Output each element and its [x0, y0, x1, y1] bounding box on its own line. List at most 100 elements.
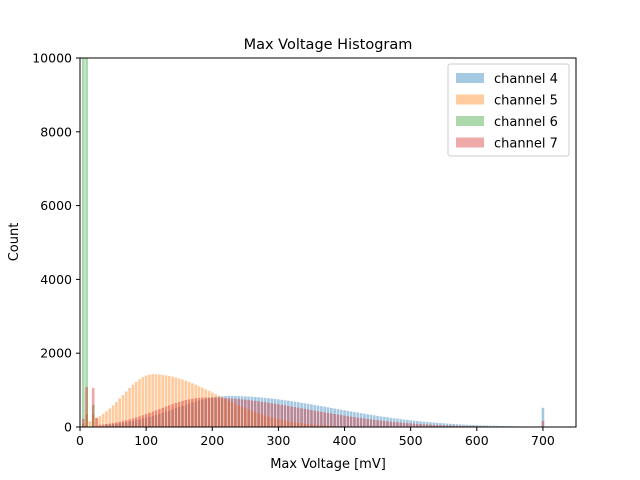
- histogram-bar: [300, 402, 303, 427]
- histogram-bar: [154, 414, 158, 427]
- histogram-bar: [455, 424, 459, 427]
- histogram-bar: [111, 424, 115, 427]
- histogram-bar: [273, 398, 277, 427]
- histogram-bar: [230, 402, 234, 427]
- histogram-bar: [240, 399, 244, 427]
- histogram-bar: [224, 396, 227, 427]
- histogram-bar: [359, 413, 363, 427]
- histogram-bar: [320, 406, 323, 427]
- legend: channel 4 channel 5 channel 6 channel 7: [447, 63, 570, 157]
- histogram-bar: [402, 419, 406, 427]
- histogram-bar: [286, 421, 290, 427]
- histogram-bar: [118, 398, 122, 427]
- histogram-bar: [402, 422, 406, 427]
- series-channel-6: [81, 58, 95, 427]
- histogram-bar: [353, 412, 356, 427]
- histogram-bar: [449, 425, 452, 427]
- histogram-bar: [349, 416, 353, 427]
- histogram-bar: [210, 397, 214, 427]
- histogram-bar: [541, 421, 545, 427]
- histogram-bar: [244, 396, 247, 427]
- histogram-bar: [409, 420, 412, 427]
- histogram-bar: [363, 413, 366, 427]
- histogram-bar: [306, 424, 310, 427]
- histogram-bar: [158, 413, 161, 427]
- histogram-bar: [323, 412, 327, 427]
- histogram-bar: [171, 376, 174, 427]
- histogram-bar: [293, 422, 297, 427]
- histogram-bar: [158, 374, 161, 427]
- histogram-bar: [442, 425, 446, 427]
- histogram-bar: [267, 416, 270, 427]
- histogram-bar: [458, 424, 462, 427]
- histogram-bar: [237, 399, 241, 427]
- x-tick-label: 100: [134, 433, 158, 448]
- histogram-bar: [141, 415, 145, 427]
- histogram-bar: [366, 414, 370, 427]
- histogram-bar: [95, 418, 98, 427]
- histogram-bar: [154, 374, 158, 427]
- histogram-bar: [336, 414, 340, 427]
- histogram-bar: [306, 409, 310, 427]
- histogram-bar: [478, 425, 482, 427]
- histogram-bar: [303, 403, 307, 427]
- histogram-bar: [270, 417, 274, 427]
- legend-swatch: [456, 94, 484, 105]
- histogram-bar: [429, 424, 432, 427]
- histogram-bar: [316, 405, 320, 427]
- histogram-bar: [462, 424, 465, 427]
- histogram-bar: [151, 411, 155, 427]
- histogram-bar: [329, 413, 333, 427]
- histogram-bar: [115, 422, 118, 427]
- histogram-bar: [124, 422, 128, 427]
- histogram-bar: [293, 407, 297, 427]
- histogram-bar: [468, 424, 472, 427]
- histogram-bar: [277, 404, 280, 427]
- histogram-bar: [260, 397, 264, 427]
- histogram-bar: [144, 375, 148, 427]
- histogram-bar: [134, 420, 138, 427]
- histogram-bar: [105, 424, 108, 427]
- histogram-bar: [316, 425, 320, 427]
- histogram-bar: [333, 414, 336, 427]
- histogram-bar: [346, 416, 350, 427]
- histogram-bar: [227, 398, 231, 427]
- histogram-bar: [253, 412, 257, 427]
- histogram-bar: [296, 422, 300, 427]
- histogram-bar: [300, 408, 303, 427]
- plot-frame: [79, 57, 577, 428]
- histogram-bar: [310, 404, 313, 427]
- histogram-bar: [131, 384, 135, 427]
- histogram-bar: [148, 374, 151, 427]
- histogram-bar: [379, 416, 383, 427]
- histogram-bar: [263, 397, 267, 427]
- histogram-bar: [220, 397, 224, 427]
- histogram-bar: [280, 419, 284, 427]
- histogram-bar: [333, 408, 336, 427]
- histogram-bar: [419, 421, 422, 427]
- histogram-bar: [260, 401, 264, 427]
- histogram-bar: [121, 422, 125, 427]
- histogram-bar: [277, 399, 280, 427]
- histogram-bar: [128, 388, 131, 427]
- histogram-bar: [412, 423, 416, 427]
- histogram-bar: [323, 425, 327, 427]
- histogram-bar: [372, 419, 376, 427]
- histogram-bar: [389, 421, 393, 427]
- bars-group: [81, 58, 545, 427]
- histogram-bar: [442, 423, 446, 427]
- histogram-bar: [237, 405, 241, 427]
- series-channel-5: [81, 374, 545, 427]
- histogram-bar: [429, 422, 432, 427]
- histogram-bar: [356, 412, 360, 427]
- histogram-bar: [85, 387, 88, 427]
- histogram-bar: [207, 390, 211, 427]
- histogram-bar: [267, 398, 270, 427]
- x-tick-label: 200: [200, 433, 224, 448]
- y-tick-label: 8000: [40, 124, 72, 139]
- legend-entry: channel 7: [494, 137, 558, 152]
- histogram-bar: [263, 415, 267, 427]
- histogram-bar: [201, 387, 204, 427]
- histogram-bar: [290, 401, 293, 427]
